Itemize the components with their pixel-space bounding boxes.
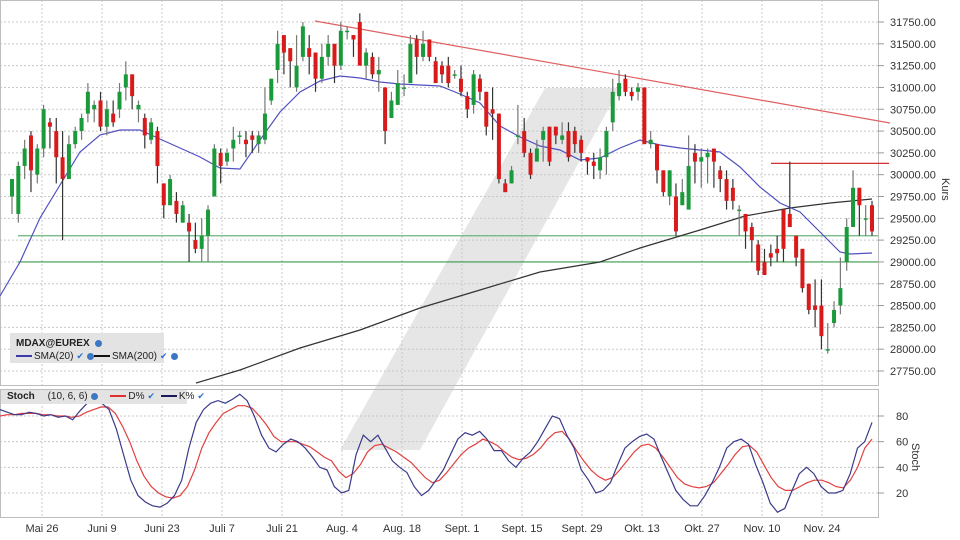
price-axis-title: Kurs [939,178,951,201]
svg-text:Juli 21: Juli 21 [266,523,298,535]
svg-text:60: 60 [896,437,908,449]
svg-text:Sept. 29: Sept. 29 [562,523,603,535]
svg-text:31000.00: 31000.00 [890,82,936,94]
sma200-checkbox-icon[interactable]: ✔ [160,351,168,361]
svg-text:31250.00: 31250.00 [890,61,936,73]
svg-text:Aug. 4: Aug. 4 [326,523,358,535]
d-checkbox-icon[interactable]: ✔ [147,391,156,401]
sma200-swatch [94,355,110,358]
svg-text:Juli 7: Juli 7 [209,523,235,535]
stoch-axis-title: Stoch [909,443,921,471]
stoch-title: Stoch [7,391,35,402]
globe-icon[interactable] [90,392,98,400]
svg-text:Mai 26: Mai 26 [25,523,58,535]
svg-text:30750.00: 30750.00 [890,104,936,116]
svg-text:29250.00: 29250.00 [890,235,936,247]
sma20-swatch [16,355,32,358]
candlesticks [10,13,874,354]
svg-text:Nov. 10: Nov. 10 [743,523,780,535]
sma200-line [195,198,873,384]
d-label: D% [128,391,145,402]
svg-text:Juni 9: Juni 9 [87,523,116,535]
svg-text:40: 40 [896,462,908,474]
price-legend: MDAX@EUREX SMA(20) ✔ SMA(200) ✔ [10,333,178,363]
svg-text:27750.00: 27750.00 [890,366,936,378]
stoch-k-line [0,393,873,513]
svg-text:28000.00: 28000.00 [890,344,936,356]
svg-text:30250.00: 30250.00 [890,148,936,160]
svg-text:31500.00: 31500.00 [890,39,936,51]
stoch-legend: Stoch (10, 6, 6) D% ✔ K% ✔ [1,390,205,404]
globe-icon[interactable] [87,352,94,360]
svg-text:Juni 23: Juni 23 [144,523,179,535]
sma20-label: SMA(20) [34,351,74,362]
stoch-axis: 80 60 40 20 [878,411,908,500]
time-axis: Mai 26 Juni 9 Juni 23 Juli 7 Juli 21 Aug. 4 Au… [25,523,840,535]
k-label: K% [178,391,195,402]
support-resistance-lines [18,162,889,263]
watermark-logo [340,88,620,450]
k-swatch [160,395,177,398]
svg-text:31750.00: 31750.00 [890,17,936,29]
svg-text:28750.00: 28750.00 [890,279,936,291]
price-panel-frame [0,0,879,386]
k-checkbox-icon[interactable]: ✔ [197,391,205,401]
svg-text:Okt. 13: Okt. 13 [624,523,659,535]
stoch-d-line [0,405,873,499]
d-swatch [110,395,127,398]
svg-text:30000.00: 30000.00 [890,170,936,182]
svg-text:Aug. 18: Aug. 18 [383,523,421,535]
svg-text:28500.00: 28500.00 [890,301,936,313]
stoch-panel-frame [0,389,879,518]
globe-icon[interactable] [95,339,103,347]
sma20-checkbox-icon[interactable]: ✔ [76,351,84,361]
svg-text:80: 80 [896,411,908,423]
svg-text:28250.00: 28250.00 [890,322,936,334]
price-axis: 31750.00 31500.00 31250.00 31000.00 30750.00… [878,17,936,378]
sma200-label: SMA(200) [112,351,158,362]
stoch-params: (10, 6, 6) [47,391,88,402]
svg-text:Sept. 15: Sept. 15 [502,523,543,535]
svg-text:29500.00: 29500.00 [890,213,936,225]
svg-text:20: 20 [896,488,908,500]
instrument-name: MDAX@EUREX [16,338,90,349]
svg-text:Sept. 1: Sept. 1 [445,523,480,535]
globe-icon[interactable] [170,352,178,360]
svg-text:Nov. 24: Nov. 24 [803,523,840,535]
svg-text:30500.00: 30500.00 [890,126,936,138]
svg-text:29750.00: 29750.00 [890,192,936,204]
stoch-grid [0,390,878,518]
svg-text:Okt. 27: Okt. 27 [684,523,719,535]
svg-text:29000.00: 29000.00 [890,257,936,269]
